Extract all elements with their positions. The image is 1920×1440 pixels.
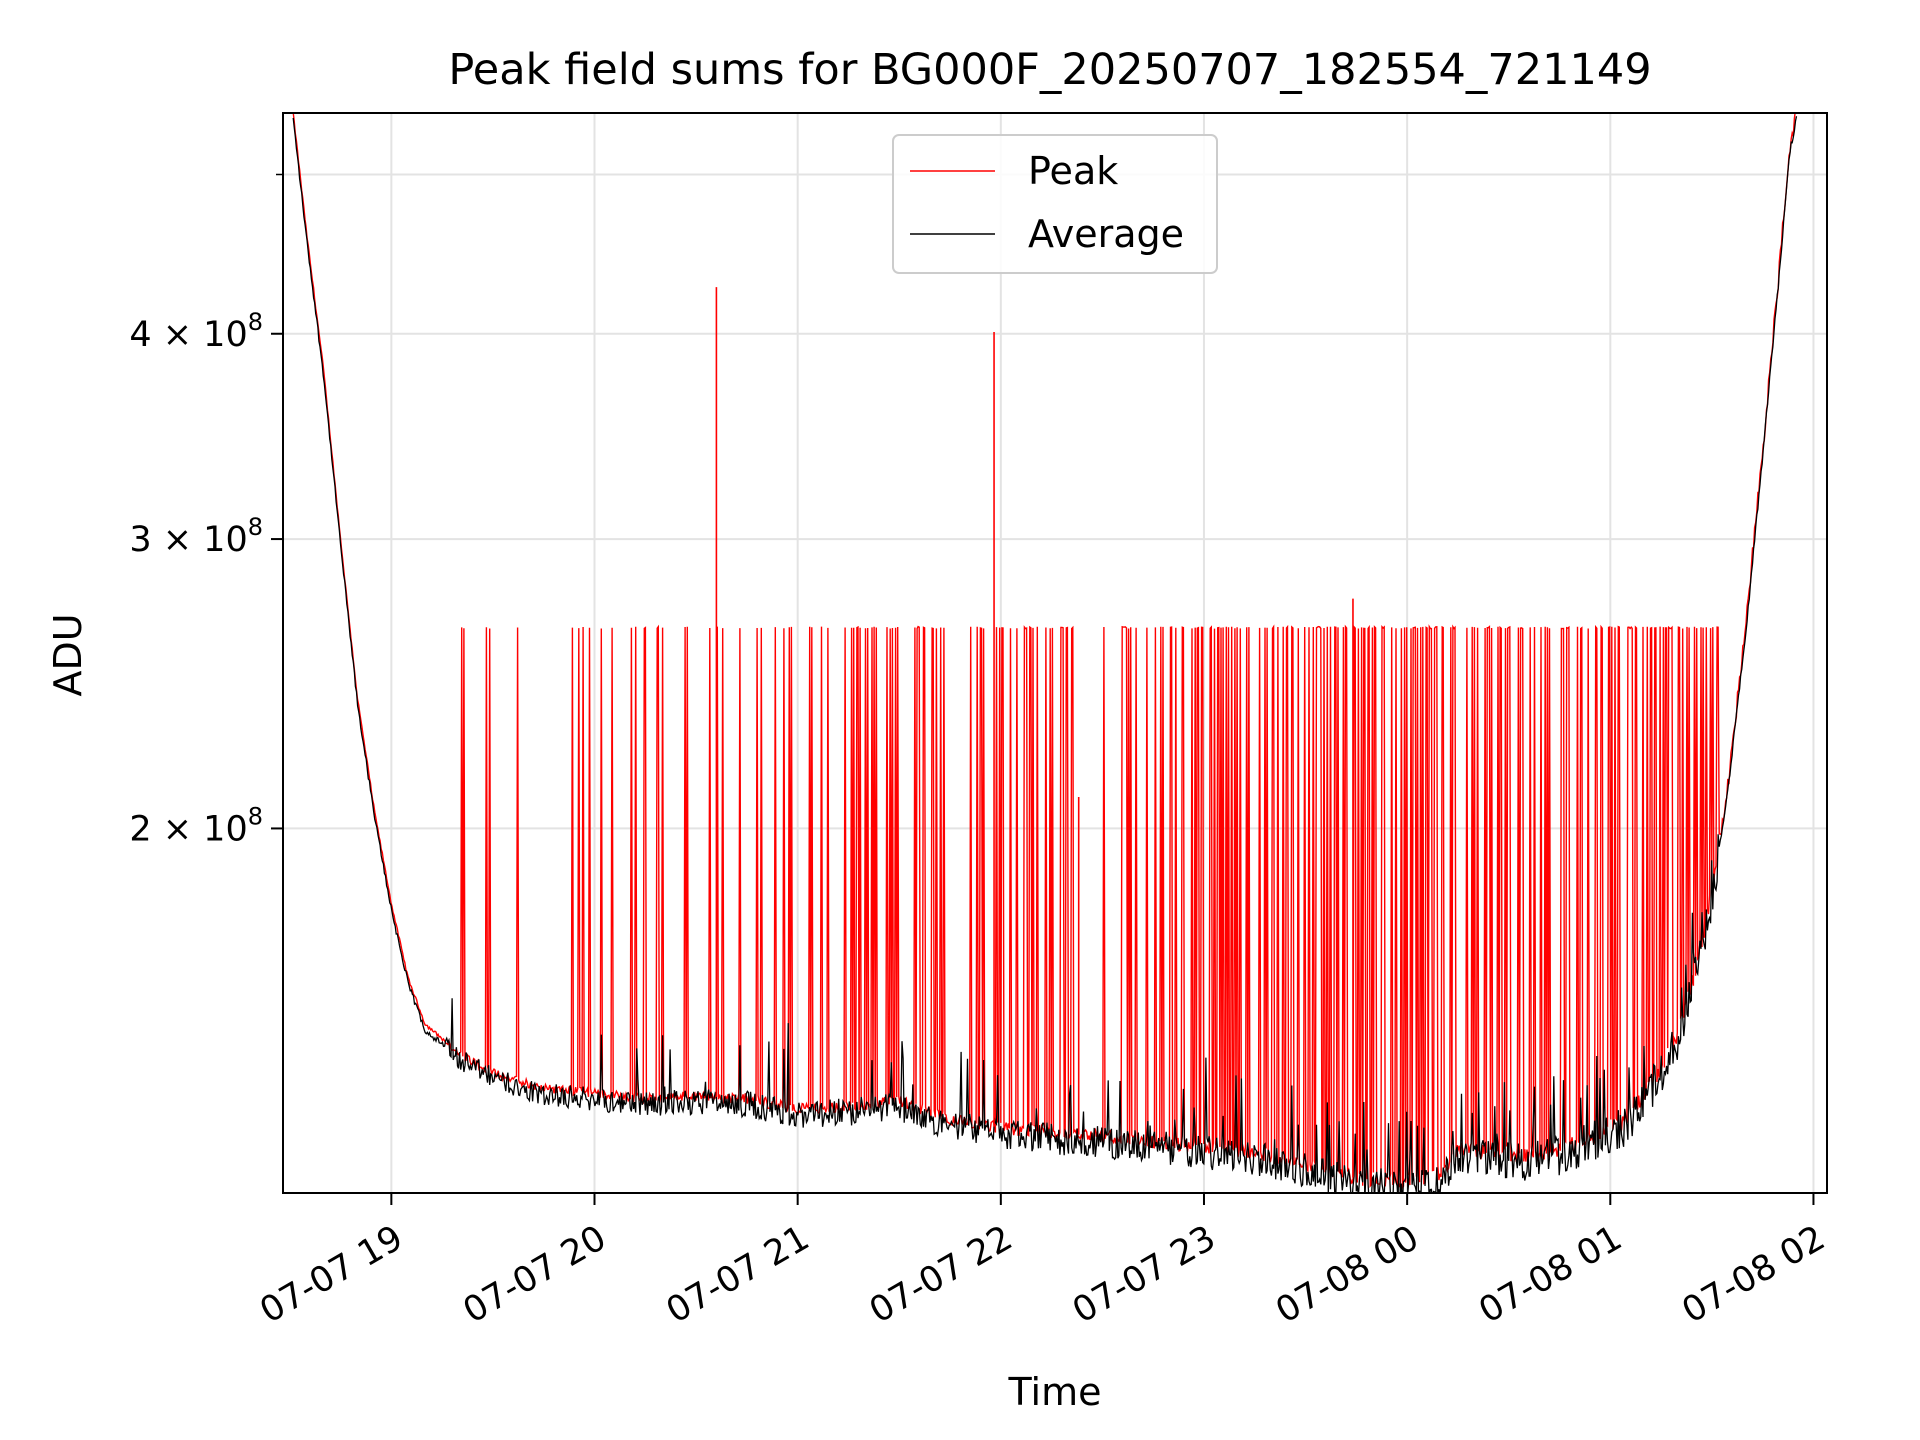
- legend: Peak Average: [892, 134, 1218, 274]
- y-tick-label-exponent: 8: [248, 308, 263, 336]
- legend-average-label: Average: [1028, 212, 1184, 256]
- y-tick-label: 3 × 108: [129, 513, 263, 560]
- y-tick-label-base: 3 × 10: [129, 520, 247, 560]
- y-tick-label-exponent: 8: [248, 802, 263, 830]
- legend-box: [892, 134, 1218, 274]
- y-tick-label-base: 2 × 10: [129, 809, 247, 849]
- series-average-line: [292, 116, 1798, 1193]
- y-tick-label: 4 × 108: [129, 308, 263, 355]
- y-axis-label: ADU: [46, 613, 90, 696]
- chart-title: Peak field sums for BG000F_20250707_1825…: [448, 45, 1651, 95]
- y-tick-label: 2 × 108: [129, 802, 263, 849]
- y-tick-label-base: 4 × 10: [129, 315, 247, 355]
- grid: [283, 113, 1827, 1193]
- legend-peak-label: Peak: [1028, 149, 1118, 193]
- plot-frame: [282, 112, 1828, 1194]
- y-tick-label-exponent: 8: [248, 513, 263, 541]
- x-axis-label: Time: [1008, 1370, 1102, 1414]
- series-layer: [292, 113, 1798, 1193]
